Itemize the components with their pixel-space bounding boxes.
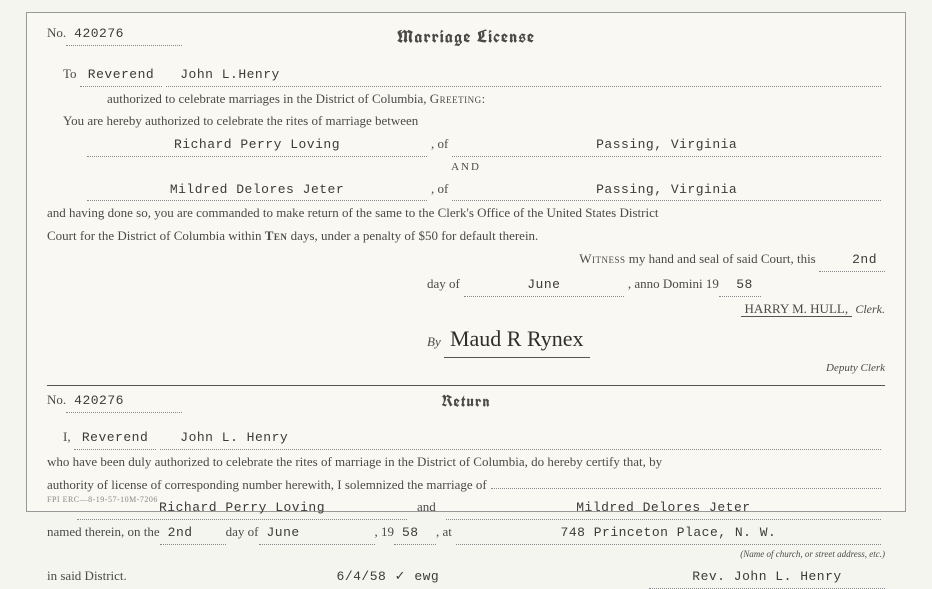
place-hint-line: (Name of church, or street address, etc.… <box>47 543 885 564</box>
year-pre: , 19 <box>375 522 395 543</box>
rites-line: You are hereby authorized to celebrate t… <box>63 111 885 132</box>
officiant-name: John L.Henry <box>166 65 881 87</box>
auth-line: authorized to celebrate marriages in the… <box>107 89 885 110</box>
cert-line-2: authority of license of corresponding nu… <box>47 475 885 496</box>
return-and: and <box>411 497 442 518</box>
return-title: Return <box>27 390 905 416</box>
return-month: June <box>259 523 375 545</box>
return-footer-line: in said District. 6/4/58 ✓ ewg Rev. John… <box>47 566 885 589</box>
party2-line: Mildred Delores Jeter , of Passing, Virg… <box>47 179 885 202</box>
return-place: 748 Princeton Place, N. W. <box>456 523 881 545</box>
return-date-line: named therein, on the 2nd day of June , … <box>47 522 885 545</box>
officiant-title: Reverend <box>80 65 162 87</box>
anno-pre: , anno Domini 19 <box>628 274 719 295</box>
by-label: By <box>427 332 441 353</box>
clerk-name: HARRY M. HULL, <box>741 301 853 317</box>
of-1: , of <box>431 134 448 155</box>
party1-place: Passing, Virginia <box>452 135 881 157</box>
party2-name: Mildred Delores Jeter <box>87 180 427 202</box>
party1-name: Richard Perry Loving <box>87 135 427 157</box>
clerk-title: Clerk. <box>855 302 885 316</box>
party2-place: Passing, Virginia <box>452 180 881 202</box>
named-on: named therein, on the <box>47 522 160 543</box>
license-header-line: No. 420276 Marriage License <box>47 23 885 46</box>
witness-line-2: day of June , anno Domini 1958 <box>47 274 885 297</box>
license-title: Marriage License <box>27 23 905 52</box>
to-line: To Reverend John L.Henry <box>47 64 885 87</box>
form-footer-code: FPI ERC—8-19-57-10M-7206 <box>47 494 158 507</box>
and-separator: AND <box>47 159 885 177</box>
witness-prefix: Witness <box>579 251 625 266</box>
witness-year: 58 <box>719 275 761 297</box>
return-command-1: and having done so, you are commanded to… <box>47 203 885 224</box>
return-header-line: No. 420276 Return <box>47 390 885 413</box>
return-day: 2nd <box>160 523 226 545</box>
to-prefix: To <box>63 64 77 85</box>
marriage-license-document: No. 420276 Marriage License To Reverend … <box>26 12 906 512</box>
clerk-note: 6/4/58 ✓ ewg <box>127 567 649 588</box>
deputy-signature: Maud R Rynex <box>444 321 590 357</box>
return-command-2: Court for the District of Columbia withi… <box>47 226 885 247</box>
cert-line-1: who have been duly authorized to celebra… <box>47 452 885 473</box>
return-officiant-name: John L. Henry <box>160 428 881 450</box>
ten-text: Ten <box>265 228 288 243</box>
greeting: Greeting: <box>430 91 486 106</box>
of-2: , of <box>431 179 448 200</box>
dayof-2: day of <box>226 522 259 543</box>
in-district: in said District. <box>47 566 127 587</box>
return-officiant-title: Reverend <box>74 428 156 450</box>
i-prefix: I, <box>63 427 71 448</box>
witness-month: June <box>464 275 624 297</box>
at-label: , at <box>436 522 452 543</box>
return-party2: Mildred Delores Jeter <box>446 498 881 520</box>
return-parties-line: Richard Perry Loving and Mildred Delores… <box>47 497 885 520</box>
deputy-title: Deputy Clerk <box>47 360 885 378</box>
clerk-line: HARRY M. HULL, Clerk. <box>47 299 885 320</box>
section-divider <box>47 385 885 386</box>
party1-line: Richard Perry Loving , of Passing, Virgi… <box>47 134 885 157</box>
officiant-signature: Rev. John L. Henry <box>649 567 885 589</box>
dayof-1: day of <box>427 274 460 295</box>
return-year: 58 <box>394 523 436 545</box>
i-line: I, Reverend John L. Henry <box>63 427 885 450</box>
witness-line-1: Witness my hand and seal of said Court, … <box>47 249 885 272</box>
place-hint: (Name of church, or street address, etc.… <box>740 549 885 559</box>
deputy-line: By Maud R Rynex <box>47 321 885 357</box>
witness-day: 2nd <box>819 250 885 272</box>
